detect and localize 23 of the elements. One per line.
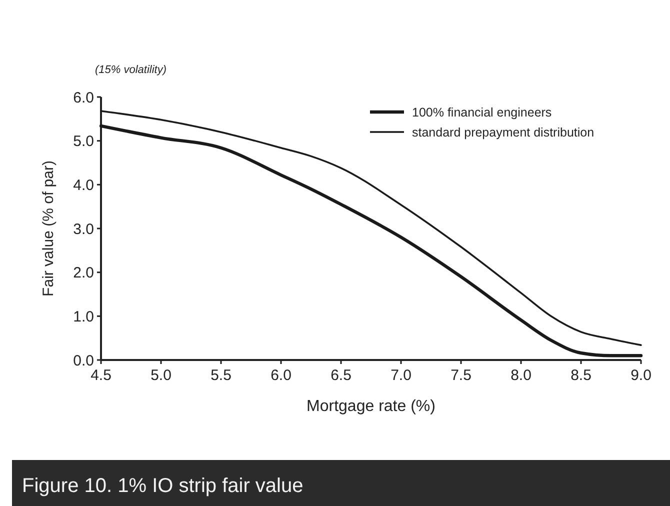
y-axis-title: Fair value (% of par) — [40, 160, 57, 296]
y-tick-label: 3.0 — [73, 220, 94, 238]
x-tick-label: 5.0 — [150, 367, 172, 384]
x-tick-label: 7.0 — [390, 367, 412, 384]
x-tick-label: 4.5 — [90, 367, 112, 384]
x-tick-label: 6.0 — [270, 367, 292, 384]
y-tick-label: 2.0 — [73, 264, 94, 282]
y-tick-label: 5.0 — [73, 133, 94, 150]
x-tick-label: 9.0 — [630, 367, 652, 384]
x-tick-label: 5.5 — [210, 367, 232, 384]
text: Figure 10. 1% IO strip fair value — [22, 475, 304, 497]
y-tick-label: 1.0 — [73, 308, 94, 326]
x-tick-label: 8.0 — [510, 367, 532, 384]
legend-label: 100% financial engineers — [412, 105, 552, 120]
legend-label: standard prepayment distribution — [412, 125, 594, 140]
x-axis-title: Mortgage rate (%) — [306, 398, 436, 415]
y-tick-label: 0.0 — [73, 352, 94, 370]
y-tick-label: 4.0 — [73, 176, 94, 194]
x-tick-label: 8.5 — [570, 367, 592, 384]
x-tick-label: 6.5 — [330, 367, 352, 384]
chart-subtitle: (15% volatility) — [95, 64, 167, 76]
x-tick-label: 7.5 — [450, 367, 472, 384]
y-tick-label: 6.0 — [73, 89, 94, 106]
